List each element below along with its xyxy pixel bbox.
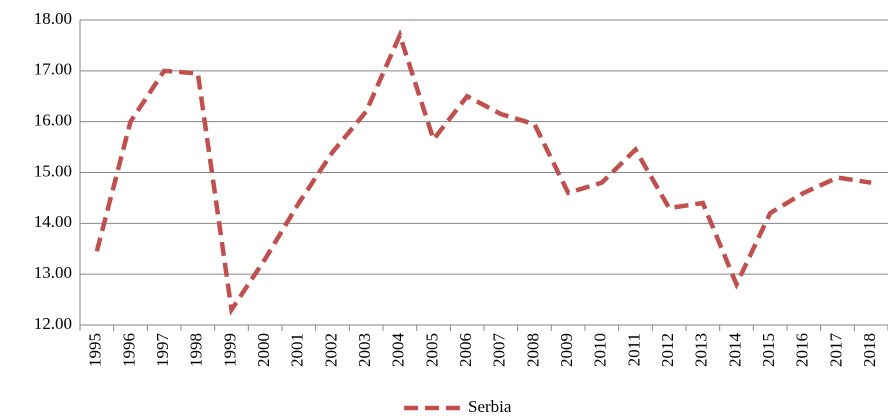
x-tick-label: 2008 [523,333,542,367]
x-tick-label: 2003 [355,333,374,367]
data-line [94,28,872,316]
x-tick-label: 2010 [591,333,610,367]
x-tick-label: 2014 [725,333,744,368]
x-tick-label: 1996 [119,333,138,367]
y-tick-label: 12.00 [34,314,72,333]
x-tick-label: 2018 [860,333,879,367]
x-tick-label: 2011 [624,333,643,366]
y-tick-label: 17.00 [34,60,72,79]
x-tick-label: 2005 [422,333,441,367]
x-tick-label: 2002 [321,333,340,367]
x-tick-label: 2009 [557,333,576,367]
x-tick-label: 2004 [389,333,408,368]
x-tick-label: 2013 [692,333,711,367]
y-tick-label: 14.00 [34,212,72,231]
x-tick-label: 2016 [793,333,812,367]
x-tick-label: 2007 [490,333,509,368]
x-tick-label: 2017 [826,333,845,368]
x-tick-label: 1999 [220,333,239,367]
y-tick-label: 18.00 [34,9,72,28]
x-tick-label: 2006 [456,333,475,367]
x-tick-label: 1997 [153,333,172,368]
y-tick-label: 13.00 [34,263,72,282]
x-tick-label: 2012 [658,333,677,367]
x-tick-label: 2015 [759,333,778,367]
x-tick-label: 1995 [86,333,105,367]
x-tick-label: 1998 [187,333,206,367]
x-tick-label: 2000 [254,333,273,367]
legend-label: Serbia [468,397,512,416]
x-tick-label: 2001 [288,333,307,367]
y-tick-label: 16.00 [34,111,72,130]
y-tick-label: 15.00 [34,161,72,180]
